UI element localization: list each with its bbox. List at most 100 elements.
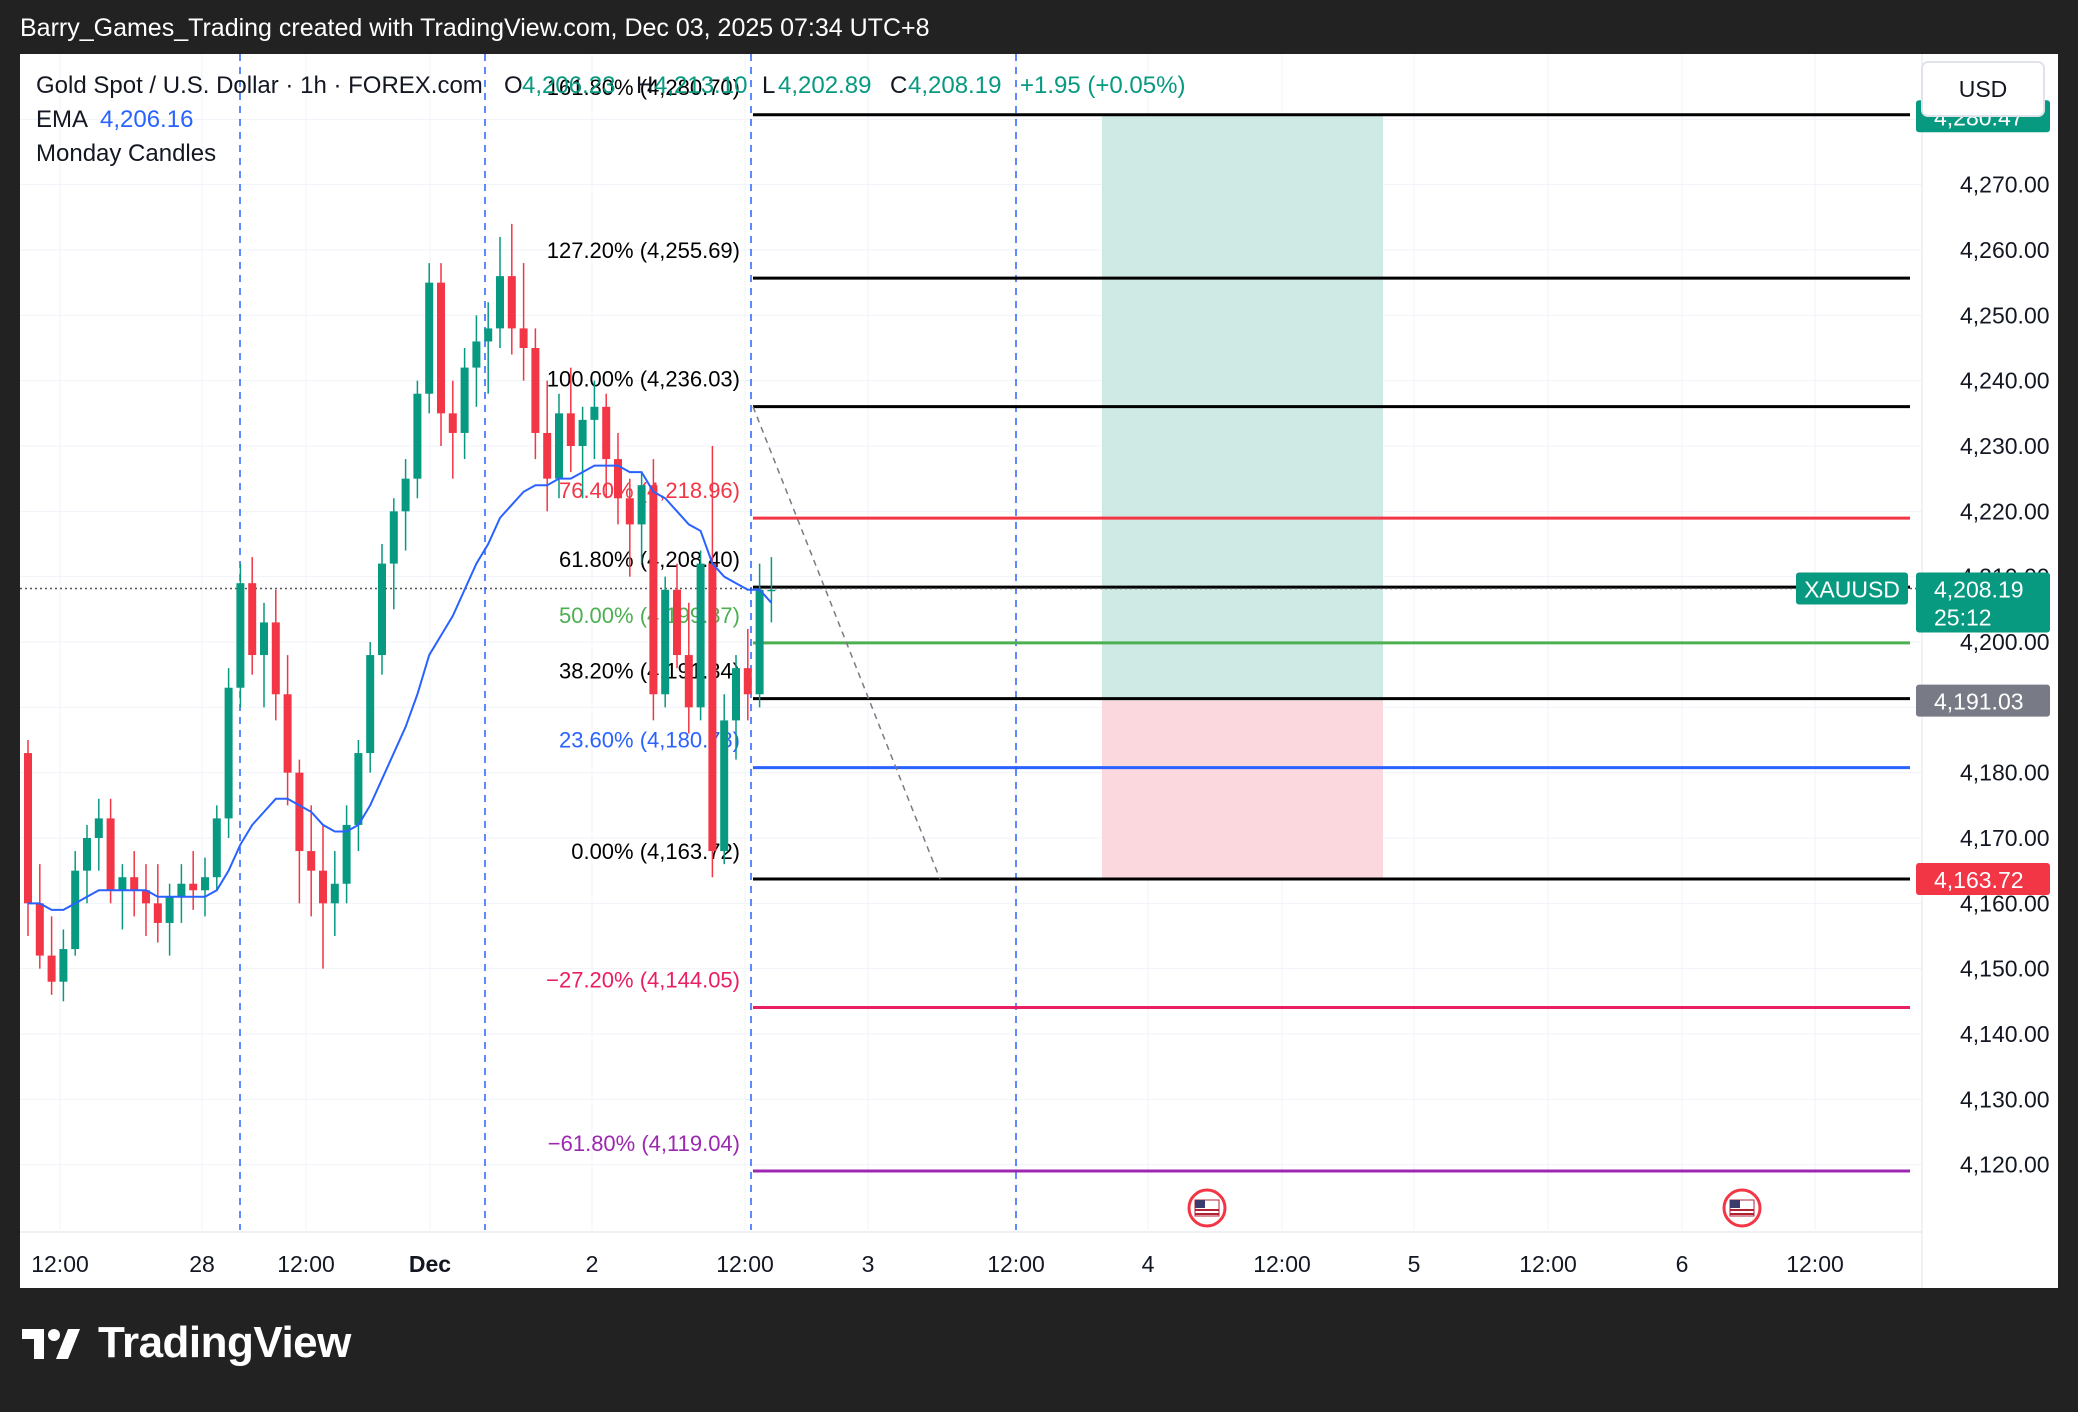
loss-zone[interactable]: [1102, 700, 1383, 880]
candle-body: [177, 883, 186, 897]
y-tick-label: 4,230.00: [1960, 433, 2050, 459]
price-tag: [1916, 684, 2050, 717]
candle-body: [59, 949, 68, 982]
currency-button[interactable]: USD: [1921, 61, 2045, 117]
candle-body: [307, 851, 316, 871]
candle-body: [684, 655, 693, 708]
candle-body: [260, 622, 268, 656]
candle-body: [47, 955, 56, 982]
legend-indicator-monday-candles[interactable]: Monday Candles: [36, 140, 216, 167]
candle-body: [507, 276, 516, 329]
x-tick-label: 6: [1676, 1251, 1689, 1277]
candle-body: [153, 903, 162, 923]
candle-body: [625, 498, 634, 525]
candle-body: [283, 694, 292, 773]
legend-l-label: L: [762, 72, 775, 99]
fib-level-label: 100.00% (4,236.03): [547, 367, 740, 392]
candle-body: [673, 589, 681, 656]
candle-body: [649, 485, 658, 695]
candle-body: [71, 870, 80, 950]
legend-h-value: 4,213.10: [654, 72, 747, 99]
x-tick-label: 12:00: [716, 1251, 774, 1277]
candle-body: [661, 589, 670, 695]
candle-body: [106, 818, 115, 891]
candle-body: [484, 328, 493, 342]
y-tick-label: 4,250.00: [1960, 302, 2050, 328]
y-tick-label: 4,130.00: [1960, 1086, 2050, 1112]
currency-label: USD: [1959, 76, 2008, 102]
candle-body: [413, 393, 422, 479]
candle-body: [602, 406, 611, 460]
candle-body: [472, 341, 481, 368]
x-tick-label: 12:00: [277, 1251, 335, 1277]
candle-body: [437, 282, 445, 414]
legend-c-label: C: [890, 72, 907, 99]
legend-change: +1.95 (+0.05%): [1020, 72, 1185, 99]
fib-level-label: 127.20% (4,255.69): [547, 238, 740, 263]
y-tick-label: 4,170.00: [1960, 825, 2050, 851]
price-tag-value: 4,191.03: [1934, 689, 2024, 715]
candle-body: [696, 563, 705, 708]
candle-body: [578, 419, 587, 446]
candle-body: [354, 753, 363, 825]
candle-body: [189, 883, 198, 891]
candle-body: [142, 890, 150, 904]
candle-body: [743, 668, 752, 695]
fib-trendline[interactable]: [752, 406, 941, 880]
candle-body: [732, 668, 740, 721]
flag-canton: [1730, 1200, 1740, 1208]
y-tick-label: 4,260.00: [1960, 237, 2050, 263]
y-tick-label: 4,270.00: [1960, 172, 2050, 198]
us-flag-event-icon[interactable]: [1722, 1188, 1762, 1228]
chart-frame[interactable]: 161.80% (4,280.70) 127.20% (4,255.69) 100.…: [20, 54, 2058, 1288]
candle-body: [271, 622, 280, 695]
ema-line: [28, 464, 773, 911]
price-tag: [1916, 572, 2050, 633]
candle-body: [448, 413, 457, 433]
price-tag: [1916, 863, 2050, 896]
fib-level-label: −61.80% (4,119.04): [548, 1131, 740, 1156]
x-tick-label: 12:00: [987, 1251, 1045, 1277]
x-tick-label: 2: [586, 1251, 599, 1277]
candle-body: [519, 328, 528, 348]
y-tick-label: 4,220.00: [1960, 498, 2050, 524]
fib-level-label: 161.80% (4,280.70): [547, 75, 740, 100]
legend-o-value: 4,206.23: [522, 72, 615, 99]
candle-body: [496, 276, 504, 329]
y-tick-label: 4,200.00: [1960, 629, 2050, 655]
x-tick-label: 3: [862, 1251, 875, 1277]
y-tick-label: 4,120.00: [1960, 1152, 2050, 1178]
candle-body: [378, 563, 386, 656]
candle-body: [35, 903, 44, 956]
legend-ema-label[interactable]: EMA: [36, 106, 88, 133]
legend-symbol: Gold Spot / U.S. Dollar · 1h · FOREX.com: [36, 72, 483, 99]
legend-o-label: O: [504, 72, 523, 99]
candle-body: [236, 583, 245, 688]
us-flag-event-icon[interactable]: [1187, 1188, 1227, 1228]
x-tick-label: 12:00: [31, 1251, 89, 1277]
candle-body: [720, 720, 729, 852]
candle-body: [118, 877, 127, 891]
candle-body: [295, 772, 304, 852]
candle-body: [94, 818, 103, 838]
candle-body: [342, 824, 351, 884]
candle-body: [330, 883, 339, 904]
candle-body: [531, 348, 540, 433]
candle-body: [212, 818, 221, 878]
candle-body: [555, 413, 563, 479]
symbol-tag: [1796, 572, 1908, 605]
chart-canvas[interactable]: 161.80% (4,280.70) 127.20% (4,255.69) 100.…: [20, 54, 2058, 1288]
candle-body: [224, 687, 233, 819]
candle-body: [165, 896, 174, 923]
profit-zone[interactable]: [1102, 116, 1383, 701]
candle-body: [614, 459, 622, 499]
price-tag-value: 4,163.72: [1934, 867, 2024, 893]
candles: [24, 223, 776, 1002]
y-tick-label: 4,140.00: [1960, 1021, 2050, 1047]
legend-l-value: 4,202.89: [778, 72, 871, 99]
candle-body: [24, 753, 32, 904]
x-tick-label: 12:00: [1786, 1251, 1844, 1277]
fib-level-label: −27.20% (4,144.05): [546, 968, 740, 993]
y-tick-label: 4,240.00: [1960, 368, 2050, 394]
tradingview-logo[interactable]: TradingView: [22, 1318, 351, 1368]
